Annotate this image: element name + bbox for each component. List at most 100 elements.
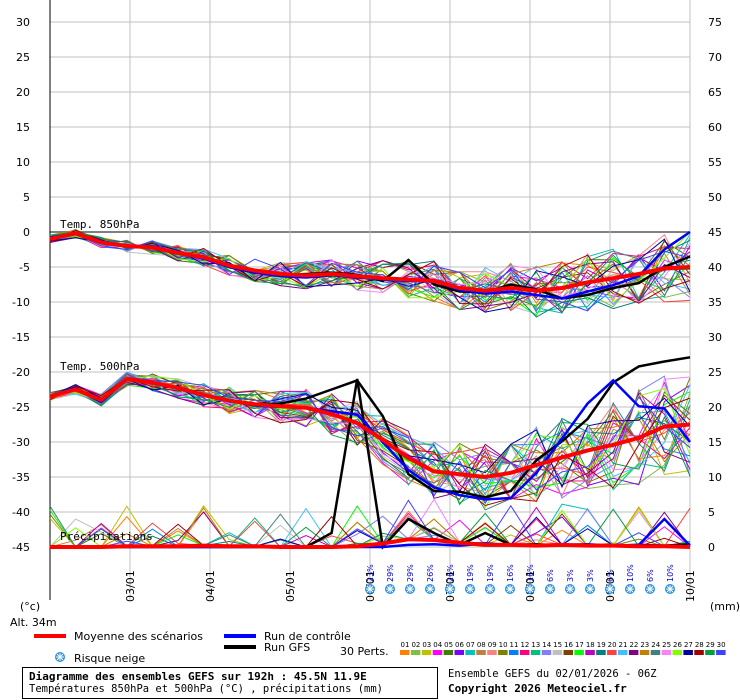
pert-legend-swatch [465,650,475,655]
pert-legend-swatch [498,650,508,655]
snowflake-icon [465,584,475,594]
pert-legend-swatch [400,650,410,655]
pert-legend-swatch [487,650,497,655]
pert-legend-swatch [541,650,552,655]
pert-legend-number: 10 [499,641,508,649]
pert-legend-number: 23 [640,641,649,649]
pert-legend-number: 26 [673,641,682,649]
snow-risk-pct: 6% [646,569,655,582]
snowflake-icon [605,584,615,594]
right-tick-label: 50 [708,191,722,204]
snow-risk-pct: 6% [606,569,615,582]
chart-subtitle: Températures 850hPa et 500hPa (°C) , pré… [29,683,384,695]
left-tick-label: 15 [16,121,30,134]
right-tick-label: 40 [708,261,722,274]
snowflake-icon [505,584,515,594]
right-tick-label: 25 [708,366,722,379]
right-unit-label: (mm) [710,600,740,613]
pert-legend-number: 19 [597,641,606,649]
pert-legend-number: 04 [433,641,442,649]
right-tick-label: 30 [708,331,722,344]
pert-line-t500 [49,377,691,507]
panel-label-t850: Temp. 850hPa [60,218,139,231]
right-tick-label: 45 [708,226,722,239]
pert-legend-swatch [421,650,432,655]
pert-legend-number: 30 [717,641,726,649]
snowflake-icon [525,584,535,594]
pert-legend-number: 27 [684,641,693,649]
legend-gfs-label: Run GFS [264,641,310,654]
snowflake-icon [445,584,455,594]
pert-legend-swatch [574,650,584,655]
snow-risk-pct: 10% [626,564,635,582]
altitude-label: Alt. 34m [10,616,57,629]
right-tick-label: 70 [708,51,722,64]
pert-legend-number: 22 [629,641,638,649]
pert-legend-swatch [443,650,454,655]
pert-legend-number: 16 [564,641,573,649]
pert-legend-swatch [432,650,443,655]
date-tick-label: 05/01 [284,570,297,602]
left-tick-label: -35 [12,471,30,484]
pert-legend-swatch [672,650,682,655]
snow-risk-pct: 29% [386,564,395,582]
snow-risk-pct: 3% [566,569,575,582]
snowflake-icon [55,652,65,662]
pert-legend-number: 14 [542,641,551,649]
pert-legend-swatch [661,650,672,655]
snow-risk-pct: 10% [666,564,675,582]
pert-legend-number: 21 [619,641,628,649]
snow-risk-pct: 26% [426,564,435,582]
snowflake-icon [385,584,395,594]
left-unit-label: (°c) [20,600,40,613]
pert-legend-swatch [585,650,595,655]
pert-legend-number: 12 [520,641,529,649]
right-tick-label: 55 [708,156,722,169]
pert-legend-swatch [683,650,693,655]
pert-legend-swatch [705,650,715,655]
right-tick-label: 0 [708,541,715,554]
right-tick-label: 65 [708,86,722,99]
pert-legend-number: 13 [531,641,540,649]
left-tick-label: -30 [12,436,30,449]
mean-line-t850 [49,231,691,293]
date-tick-label: 10/01 [684,570,697,602]
right-tick-label: 5 [708,506,715,519]
snowflake-icon [485,584,495,594]
legend-snow-label: Risque neige [74,652,145,665]
right-tick-label: 10 [708,471,722,484]
right-tick-label: 35 [708,296,722,309]
copyright: Copyright 2026 Meteociel.fr [448,682,627,695]
pert-legend-number: 25 [662,641,671,649]
left-tick-label: -40 [12,506,30,519]
legend: Moyenne des scénarios Run de contrôle Ru… [34,630,726,665]
pert-legend-swatch [694,650,704,655]
pert-legend-number: 28 [695,641,704,649]
snowflake-icon [365,584,375,594]
pert-legend-swatch [563,650,573,655]
pert-legend-swatch [596,650,606,655]
snowflake-icon [565,584,575,594]
left-tick-label: 5 [23,191,30,204]
pert-legend-swatch [716,650,726,655]
snow-risk-pct: 16% [526,564,535,582]
pert-legend-swatch [607,650,617,655]
snow-risk-pct: 23% [366,564,375,582]
legend-mean-label: Moyenne des scénarios [74,630,203,643]
pert-legend-swatch [618,650,628,655]
date-tick-label: 03/01 [124,570,137,602]
snow-risk-pct: 19% [486,564,495,582]
snow-risk-pct: 16% [506,564,515,582]
left-tick-label: -5 [19,261,30,274]
mean-line-t500 [49,376,691,480]
pert-legend-number: 20 [608,641,617,649]
pert-legend-number: 18 [586,641,595,649]
panel-label-precip: Précipitations [60,530,153,543]
pert-legend-swatch [519,650,530,655]
snowflake-icon [425,584,435,594]
pert-legend-number: 07 [466,641,475,649]
perturbation-legend: 01 02 03 04 05 06 07 08 09 10 11 12 13 14 15 16 17 18 19 20… [400,641,726,655]
chart-title-box: Diagramme des ensembles GEFS sur 192h : … [22,667,438,699]
